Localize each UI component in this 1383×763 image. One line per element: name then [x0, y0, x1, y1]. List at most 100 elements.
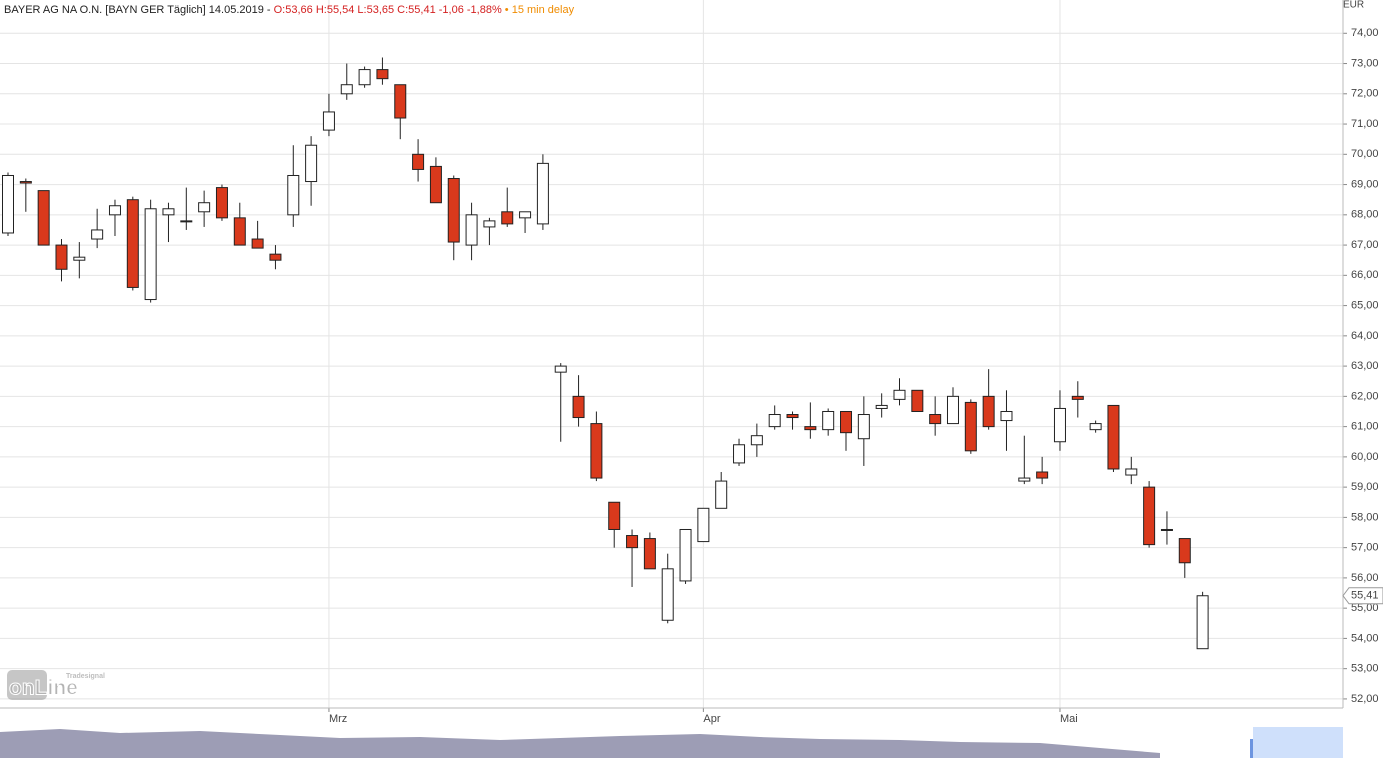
candle-body — [554, 365, 567, 373]
candle-body — [55, 244, 68, 270]
candle-body — [126, 199, 139, 288]
candle-body — [1143, 486, 1156, 546]
y-tick-label: 71,00 — [1351, 118, 1379, 130]
y-tick-label: 69,00 — [1351, 178, 1379, 190]
candle-body — [929, 414, 942, 425]
x-tick-label: Apr — [703, 713, 720, 725]
candle-body — [287, 174, 300, 216]
candle-body — [1036, 471, 1049, 479]
candle-body — [215, 187, 228, 219]
logo-text: onLine — [9, 677, 78, 700]
candle-body — [946, 395, 959, 425]
header-quote: O:53,66 H:55,54 L:53,65 C:55,41 -1,06 -1… — [274, 4, 502, 16]
candle-body — [1053, 407, 1066, 443]
candle-body — [91, 229, 104, 240]
candle-body — [429, 165, 442, 204]
candle-body — [2, 174, 14, 234]
candle-body — [394, 84, 407, 119]
candle-body — [1196, 595, 1209, 650]
candle-body — [37, 190, 50, 246]
candle-body — [1107, 404, 1120, 470]
y-tick-label: 62,00 — [1351, 390, 1379, 402]
y-tick-label: 64,00 — [1351, 330, 1379, 342]
candle-body — [501, 211, 514, 225]
candle-body — [804, 426, 817, 431]
candle-body — [519, 211, 532, 219]
y-tick-label: 58,00 — [1351, 511, 1379, 523]
candle-body — [1125, 468, 1138, 476]
candle-body — [412, 153, 425, 170]
candle-body — [19, 181, 32, 184]
candle-body — [376, 69, 389, 80]
logo-box — [7, 670, 47, 700]
candle-body — [269, 253, 282, 261]
y-tick-label: 56,00 — [1351, 572, 1379, 584]
candle-body — [643, 538, 656, 570]
x-tick-label: Mai — [1060, 713, 1078, 725]
candle-body — [679, 528, 692, 582]
candle-body — [340, 84, 353, 95]
y-tick-label: 65,00 — [1351, 299, 1379, 311]
candle-body — [875, 404, 888, 409]
candle-body — [358, 69, 371, 86]
y-tick-label: 74,00 — [1351, 27, 1379, 39]
y-tick-label: 67,00 — [1351, 239, 1379, 251]
y-tick-label: 59,00 — [1351, 481, 1379, 493]
candle-body — [483, 220, 496, 228]
navigator-window — [1253, 727, 1343, 758]
y-unit: EUR — [1343, 0, 1364, 11]
candle-body — [1089, 423, 1102, 431]
candle-body — [964, 401, 977, 452]
navigator-handle — [1250, 739, 1253, 758]
y-tick-label: 52,00 — [1351, 693, 1379, 705]
candle-body — [786, 414, 799, 419]
candle-body — [733, 444, 746, 464]
candle-body — [251, 238, 264, 249]
y-tick-label: 54,00 — [1351, 632, 1379, 644]
volume-area — [0, 729, 1160, 758]
candle-body — [840, 410, 853, 434]
header-title: BAYER AG NA O.N. [BAYN GER Täglich] 14.0… — [4, 4, 271, 16]
candle-body — [608, 501, 621, 530]
candle-body — [572, 395, 585, 419]
candle-body — [750, 435, 763, 446]
candle-body — [1071, 395, 1084, 400]
candle-body — [1000, 410, 1013, 422]
header: BAYER AG NA O.N. [BAYN GER Täglich] 14.0… — [4, 4, 575, 16]
y-tick-label: 68,00 — [1351, 209, 1379, 221]
y-tick-label: 73,00 — [1351, 57, 1379, 69]
header-delay: • 15 min delay — [505, 4, 575, 16]
candle-body — [768, 414, 781, 428]
candle-body — [233, 217, 246, 246]
y-tick-label: 66,00 — [1351, 269, 1379, 281]
x-tick-label: Mrz — [329, 713, 347, 725]
candle-body — [162, 208, 175, 216]
watermark: Tradesignal onLine — [7, 670, 105, 700]
candle-body — [305, 144, 318, 183]
y-tick-label: 57,00 — [1351, 542, 1379, 554]
candle-body — [893, 389, 906, 400]
candle-body — [857, 414, 870, 440]
candle-body — [822, 410, 835, 431]
candle-body — [911, 389, 924, 412]
candle-body — [465, 214, 478, 246]
y-tick-label: 72,00 — [1351, 88, 1379, 100]
candle-body — [1178, 538, 1191, 564]
candle-body — [697, 507, 710, 543]
candle-body — [198, 202, 211, 213]
candle-body — [180, 220, 193, 223]
candle-body — [322, 111, 335, 131]
y-tick-label: 61,00 — [1351, 421, 1379, 433]
candle-body — [1018, 477, 1031, 482]
candle-body — [626, 535, 639, 549]
candle-body — [982, 395, 995, 428]
candle-body — [1160, 528, 1173, 531]
candle-body — [536, 162, 549, 225]
logo-brand: Tradesignal — [66, 673, 105, 680]
last-price-marker — [1342, 587, 1383, 605]
last-price-label: 55,41 — [1351, 590, 1379, 602]
y-tick-label: 53,00 — [1351, 663, 1379, 675]
y-tick-label: 60,00 — [1351, 451, 1379, 463]
